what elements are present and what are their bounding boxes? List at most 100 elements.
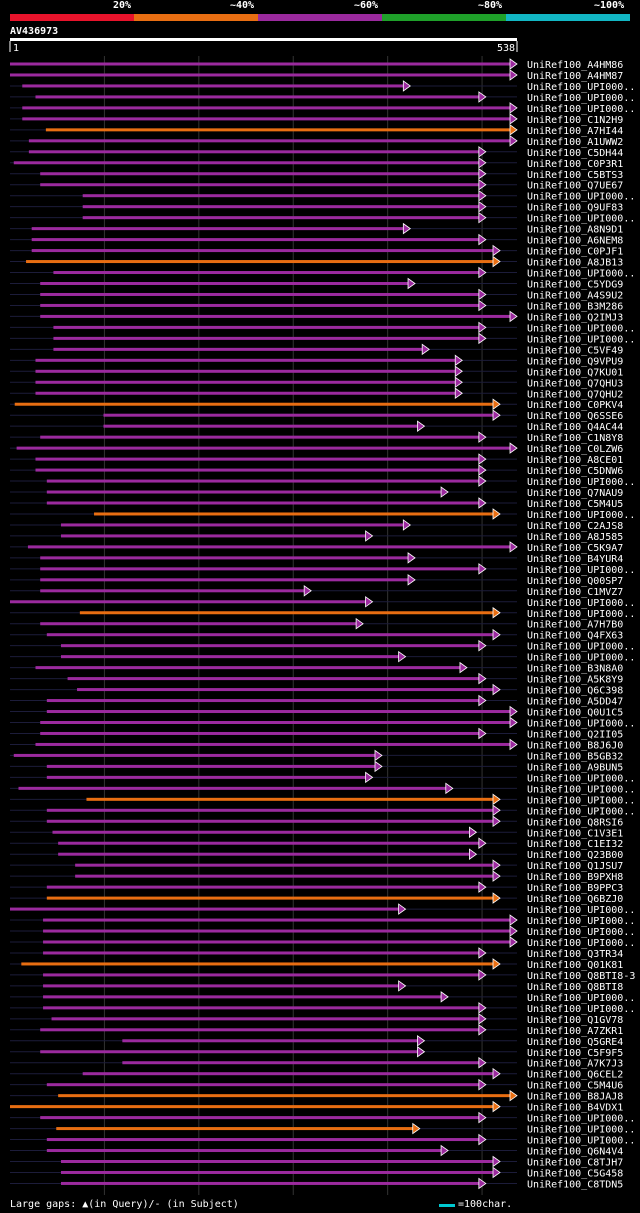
hit-arrow (478, 563, 487, 575)
hit-bar (31, 227, 404, 231)
hit-arrow (492, 683, 501, 696)
hit-label: UniRef100_B4VDX1 (527, 1103, 623, 1114)
hit-bar (35, 468, 479, 472)
hit-bar (35, 666, 460, 670)
hit-arrow (492, 1100, 501, 1113)
hit-arrow (478, 464, 487, 476)
hit-arrow (355, 617, 364, 630)
hit-label: UniRef100_A8CE01 (527, 455, 623, 466)
hit-label: UniRef100_C8TDN5 (527, 1179, 623, 1190)
hit-arrow (421, 343, 430, 356)
hit-arrow (492, 1067, 501, 1080)
hit-arrow (478, 1013, 487, 1025)
hit-arrow (492, 859, 501, 871)
hit-label: UniRef100_C5DH44 (527, 148, 623, 159)
hit-bar (43, 918, 511, 922)
hit-arrow (492, 255, 501, 268)
hit-label: UniRef100_Q5GRE4 (527, 1037, 623, 1048)
hit-bar (13, 753, 375, 757)
query-start-label: 1 (13, 43, 19, 54)
hit-bar (67, 677, 479, 681)
legend-label-100: ~100% (594, 0, 625, 11)
legend-segment-4 (382, 14, 506, 21)
hit-bar (46, 896, 494, 900)
hit-bar (35, 380, 456, 384)
hit-bar (35, 358, 456, 362)
hit-label: UniRef100_C5K9A7 (527, 543, 623, 554)
hit-bar (40, 303, 479, 307)
hit-arrow (509, 914, 518, 926)
hit-label: UniRef100_Q6SSE6 (527, 411, 623, 422)
hit-bar (58, 852, 470, 856)
hit-arrow (412, 1122, 421, 1135)
hit-bar (46, 1149, 442, 1153)
hit-label: UniRef100_C5DNW6 (527, 466, 623, 477)
hit-bar (35, 457, 479, 461)
hit-arrow (478, 1024, 487, 1036)
legend-label-80: ~80% (478, 0, 503, 11)
scale-swatch (439, 1204, 455, 1207)
hit-bar (58, 841, 479, 845)
hit-arrow (454, 354, 463, 367)
gaps-legend: Large gaps: ▲(in Query)/- (in Subject) (10, 1199, 239, 1210)
hit-bar (60, 655, 399, 659)
hit-arrow (492, 409, 501, 421)
hit-bar (22, 84, 404, 88)
hit-label: UniRef100_Q1JSU7 (527, 861, 623, 872)
hit-bar (21, 962, 494, 966)
hit-bar (79, 611, 494, 615)
hit-bar (46, 764, 375, 768)
hit-arrow (398, 903, 407, 915)
hit-arrow (492, 870, 501, 882)
hit-label: UniRef100_Q8BTI8 (527, 982, 623, 993)
hit-arrow (469, 848, 478, 860)
hit-bar (40, 292, 479, 296)
hit-label: UniRef100_C1EI32 (527, 839, 623, 850)
hit-arrow (402, 80, 412, 92)
hit-bar (45, 128, 510, 132)
hit-label: UniRef100_C5G458 (527, 1168, 623, 1179)
hit-arrow (492, 958, 501, 970)
hit-arrow (492, 1155, 501, 1168)
hit-arrow (417, 1045, 426, 1058)
hit-arrow (454, 387, 463, 400)
hit-bar (56, 1127, 413, 1131)
scale-label: =100char. (458, 1199, 513, 1210)
hit-arrow (374, 760, 383, 773)
hit-label: UniRef100_UPI000.. (527, 93, 635, 104)
hit-bar (26, 260, 494, 264)
hit-bar (103, 413, 494, 417)
hit-arrow (478, 299, 487, 312)
hit-bar (51, 1017, 479, 1021)
hit-bar (46, 1138, 479, 1142)
hit-arrow (478, 881, 487, 893)
hit-arrow (478, 475, 487, 487)
hit-label: UniRef100_UPI000.. (527, 905, 635, 916)
hit-label: UniRef100_C5M4U6 (527, 1081, 623, 1092)
hit-bar (40, 1050, 418, 1054)
hit-label: UniRef100_UPI000.. (527, 598, 635, 609)
hit-label: UniRef100_C5M4U5 (527, 499, 623, 510)
hit-bar (53, 271, 479, 275)
hit-bar (53, 336, 479, 340)
hit-bar (27, 545, 511, 549)
hit-bar (40, 183, 479, 187)
hit-label: UniRef100_B9PPC3 (527, 883, 623, 894)
hit-bar (40, 622, 357, 626)
hit-label: UniRef100_A8N9D1 (527, 225, 623, 236)
hit-arrow (365, 595, 374, 608)
hit-bar (40, 1116, 479, 1120)
hit-arrow (478, 321, 487, 334)
hit-bar (103, 424, 418, 428)
hit-label: UniRef100_UPI000.. (527, 916, 635, 927)
hit-label: UniRef100_UPI000.. (527, 806, 635, 817)
hit-label: UniRef100_C1V3E1 (527, 828, 623, 839)
hit-bar (31, 249, 494, 253)
hit-arrow (417, 420, 426, 432)
hit-bar (40, 721, 511, 724)
hit-bar (46, 490, 442, 494)
hit-arrow (407, 552, 416, 564)
hit-bar (10, 907, 399, 911)
hit-arrow (478, 200, 487, 213)
hit-label: UniRef100_Q9VPU9 (527, 356, 623, 367)
